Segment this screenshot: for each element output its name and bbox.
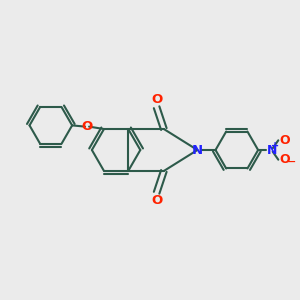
- Text: O: O: [279, 153, 290, 166]
- Text: O: O: [279, 134, 290, 147]
- Text: O: O: [151, 194, 162, 207]
- Text: N: N: [192, 143, 203, 157]
- Text: −: −: [286, 157, 296, 167]
- Text: O: O: [81, 120, 93, 133]
- Text: N: N: [267, 143, 278, 157]
- Text: +: +: [271, 141, 279, 151]
- Text: O: O: [151, 93, 162, 106]
